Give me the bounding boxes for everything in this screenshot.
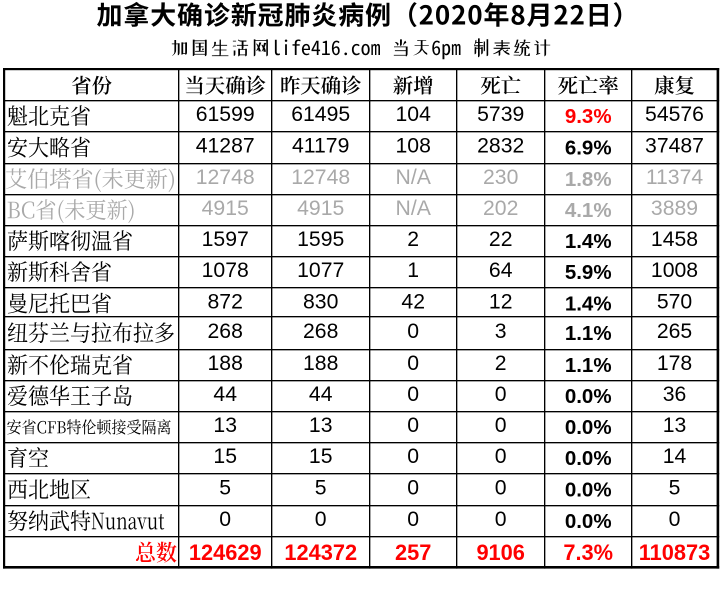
svg-text:0: 0	[315, 508, 327, 531]
svg-text:0.0%: 0.0%	[565, 385, 612, 408]
svg-text:5: 5	[219, 477, 231, 500]
svg-text:0: 0	[495, 414, 507, 437]
svg-text:108: 108	[396, 135, 431, 158]
svg-text:1595: 1595	[297, 228, 344, 251]
svg-text:124372: 124372	[284, 540, 357, 565]
svg-text:44: 44	[213, 383, 237, 406]
svg-text:872: 872	[208, 291, 243, 314]
svg-text:0: 0	[407, 445, 419, 468]
svg-text:22: 22	[489, 228, 513, 251]
svg-text:15: 15	[213, 445, 237, 468]
svg-text:N/A: N/A	[396, 166, 432, 189]
svg-text:9.3%: 9.3%	[565, 105, 612, 128]
svg-text:110873: 110873	[639, 540, 711, 565]
svg-text:1.8%: 1.8%	[565, 168, 612, 191]
svg-text:1597: 1597	[202, 228, 249, 251]
svg-text:0.0%: 0.0%	[565, 447, 612, 470]
svg-text:4.1%: 4.1%	[565, 199, 612, 222]
svg-text:44: 44	[309, 383, 333, 406]
svg-text:1077: 1077	[297, 259, 344, 282]
svg-text:1078: 1078	[202, 259, 249, 282]
svg-text:36: 36	[663, 383, 687, 406]
svg-text:0: 0	[407, 414, 419, 437]
svg-text:5.9%: 5.9%	[565, 261, 612, 284]
svg-text:5739: 5739	[477, 103, 524, 126]
svg-text:4915: 4915	[297, 197, 344, 220]
svg-text:0: 0	[407, 383, 419, 406]
svg-text:1: 1	[407, 259, 419, 282]
svg-text:15: 15	[309, 445, 333, 468]
svg-text:178: 178	[657, 352, 692, 375]
svg-text:3889: 3889	[651, 197, 698, 220]
svg-text:41287: 41287	[196, 135, 255, 158]
svg-text:64: 64	[489, 259, 513, 282]
svg-text:0: 0	[407, 508, 419, 531]
svg-text:268: 268	[208, 320, 243, 343]
svg-text:61599: 61599	[196, 103, 255, 126]
svg-text:104: 104	[396, 103, 432, 126]
svg-text:1.4%: 1.4%	[565, 230, 612, 253]
svg-text:14: 14	[663, 445, 687, 468]
svg-text:12748: 12748	[291, 166, 350, 189]
svg-text:1008: 1008	[651, 259, 698, 282]
svg-text:13: 13	[663, 414, 687, 437]
svg-text:202: 202	[483, 197, 518, 220]
svg-text:37487: 37487	[645, 135, 704, 158]
svg-text:N/A: N/A	[396, 197, 432, 220]
svg-text:0: 0	[219, 508, 231, 531]
svg-text:42: 42	[401, 291, 425, 314]
svg-text:0: 0	[407, 320, 419, 343]
svg-text:570: 570	[657, 291, 692, 314]
svg-text:188: 188	[208, 352, 243, 375]
svg-text:0.0%: 0.0%	[565, 479, 612, 502]
svg-text:13: 13	[213, 414, 237, 437]
svg-text:265: 265	[657, 320, 692, 343]
svg-text:1.1%: 1.1%	[565, 354, 612, 377]
svg-text:7.3%: 7.3%	[563, 540, 613, 565]
svg-text:0.0%: 0.0%	[565, 510, 612, 533]
svg-text:0: 0	[495, 508, 507, 531]
svg-text:41179: 41179	[292, 135, 349, 158]
svg-text:61495: 61495	[291, 103, 350, 126]
svg-text:0.0%: 0.0%	[565, 416, 612, 439]
svg-text:0: 0	[407, 477, 419, 500]
svg-text:1.1%: 1.1%	[565, 322, 612, 345]
svg-text:0: 0	[669, 508, 681, 531]
svg-text:6.9%: 6.9%	[565, 137, 612, 160]
svg-text:13: 13	[309, 414, 333, 437]
svg-text:54576: 54576	[645, 103, 704, 126]
svg-text:0: 0	[495, 383, 507, 406]
svg-text:830: 830	[303, 291, 338, 314]
svg-text:12748: 12748	[196, 166, 255, 189]
svg-text:230: 230	[483, 166, 518, 189]
svg-text:5: 5	[315, 477, 327, 500]
svg-text:0: 0	[407, 352, 419, 375]
svg-text:2: 2	[407, 228, 419, 251]
svg-text:257: 257	[395, 540, 431, 565]
svg-text:5: 5	[669, 477, 681, 500]
svg-text:0: 0	[495, 477, 507, 500]
svg-text:0: 0	[495, 445, 507, 468]
svg-text:9106: 9106	[476, 540, 525, 565]
svg-text:188: 188	[303, 352, 338, 375]
svg-text:268: 268	[303, 320, 338, 343]
svg-text:3: 3	[495, 320, 507, 343]
svg-text:12: 12	[489, 291, 513, 314]
svg-text:1.4%: 1.4%	[565, 293, 612, 316]
svg-text:2: 2	[495, 352, 507, 375]
svg-text:1458: 1458	[651, 228, 698, 251]
svg-text:4915: 4915	[202, 197, 249, 220]
svg-text:2832: 2832	[477, 135, 524, 158]
svg-text:124629: 124629	[189, 540, 262, 565]
svg-text:11374: 11374	[646, 166, 704, 189]
